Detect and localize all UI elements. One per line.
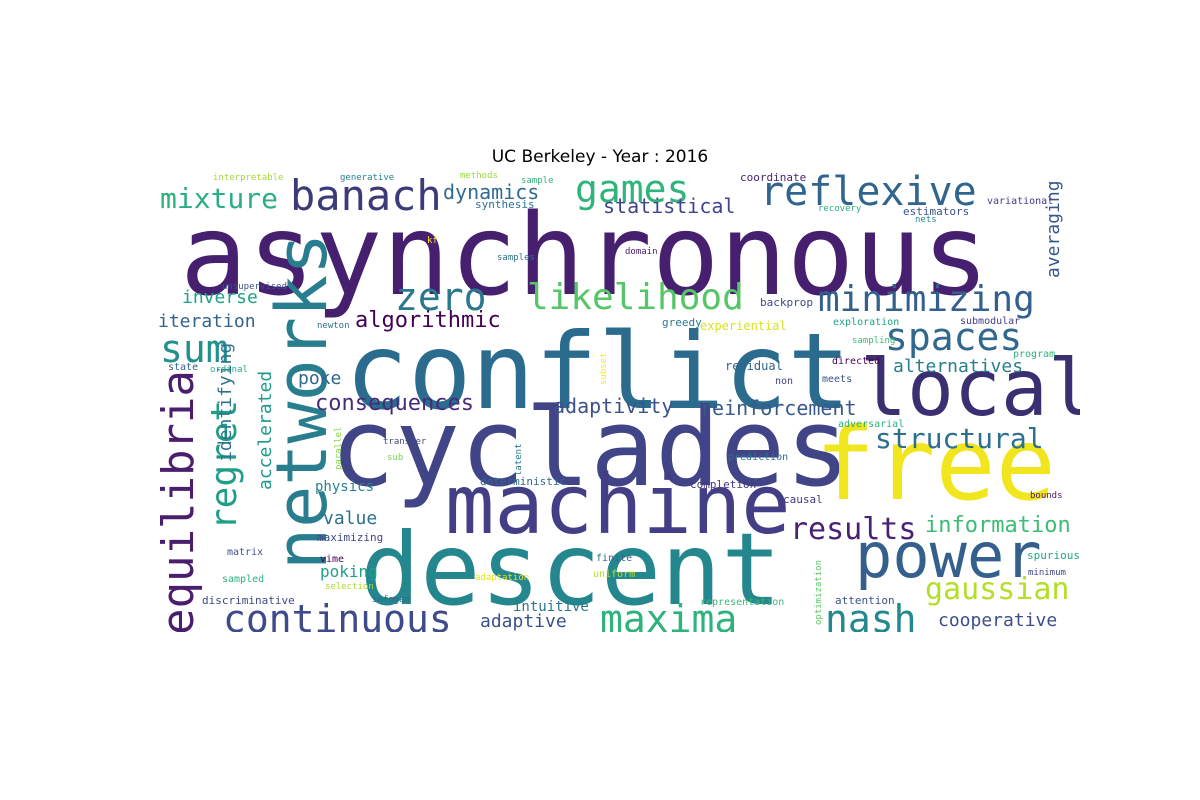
cloud-word: coordinate (740, 171, 807, 184)
cloud-word: continuous (223, 597, 452, 632)
cloud-word: alternatives (893, 356, 1024, 377)
cloud-word: statistical (603, 194, 736, 218)
cloud-word: attention (835, 594, 895, 607)
cloud-word: accelerated (255, 370, 276, 490)
cloud-word: adversarial (838, 419, 905, 430)
cloud-word: conflict (345, 311, 851, 433)
cloud-word: uniform (593, 569, 636, 580)
cloud-word: spaces (885, 315, 1023, 359)
cloud-word: exploration (833, 317, 900, 328)
cloud-word: residual (725, 359, 783, 373)
cloud-word: likelihood (527, 277, 744, 318)
cloud-word: completion (690, 478, 757, 491)
cloud-word: identifying (215, 342, 236, 462)
cloud-word: transfer (383, 437, 427, 447)
cloud-word: poke (298, 368, 342, 389)
cloud-word: causal (783, 493, 823, 506)
cloud-word: results (790, 512, 917, 547)
cloud-word: bounds (1030, 491, 1063, 501)
cloud-word: poking (320, 562, 378, 581)
cloud-word: sample (521, 176, 554, 186)
cloud-word: unsupervised (222, 282, 288, 292)
cloud-word: ordinal (210, 365, 248, 375)
cloud-word: synthesis (475, 198, 535, 211)
cloud-word: sampling (852, 336, 896, 346)
cloud-word: asynchronous (180, 191, 990, 321)
cloud-word: maximizing (317, 531, 384, 544)
cloud-word: minimizing (818, 279, 1035, 320)
cloud-word: discriminative (202, 594, 295, 607)
cloud-word: machine (445, 458, 791, 553)
cloud-word: generative (340, 173, 395, 183)
cloud-word: banach (290, 171, 442, 220)
cloud-word: parallel (334, 426, 344, 470)
cloud-word: local (860, 344, 1080, 434)
cloud-word: zero (395, 275, 487, 319)
cloud-word: backprop (760, 296, 813, 309)
cloud-word: methods (460, 171, 498, 181)
cloud-word: newton (317, 321, 350, 331)
cloud-word: consequences (315, 391, 474, 416)
cloud-word: algorithmic (355, 308, 501, 333)
cloud-word: physics (315, 479, 375, 495)
cloud-word: recovery (818, 204, 862, 214)
cloud-word: optimization (814, 559, 824, 625)
cloud-word: gaussian (925, 572, 1070, 607)
cloud-word: equilibria (155, 370, 204, 632)
cloud-word: prediction (728, 452, 789, 463)
cloud-word: mixture (160, 182, 279, 215)
cloud-word: latent (514, 443, 524, 476)
cloud-word: deterministic (480, 475, 567, 488)
cloud-word: variational (987, 196, 1054, 207)
cloud-word: sum (160, 327, 229, 371)
cloud-word: minimum (1028, 568, 1066, 578)
cloud-word: submodular (960, 316, 1021, 327)
cloud-word: infogan (372, 595, 410, 605)
cloud-word: greedy (662, 316, 702, 329)
cloud-word: non (775, 376, 794, 387)
cloud-word: adaptation (475, 573, 530, 583)
cloud-word: descent (360, 511, 782, 628)
cloud-word: games (575, 170, 690, 211)
cloud-word: adaptivity (553, 394, 674, 418)
cloud-word: program (1013, 349, 1056, 360)
figure-title: UC Berkeley - Year : 2016 (491, 147, 709, 167)
cloud-word: experiential (700, 319, 787, 333)
cloud-word: kf (427, 236, 438, 246)
cloud-word: finite (596, 553, 633, 564)
cloud-word: samples (497, 253, 535, 263)
cloud-word: information (925, 513, 1071, 538)
cloud-word: domain (625, 247, 658, 257)
cloud-word: representation (700, 597, 785, 608)
cloud-word: sampled (222, 574, 265, 585)
cloud-word: interpretable (213, 173, 284, 183)
cloud-word: sub (387, 453, 404, 463)
cloud-word: estimators (903, 205, 970, 218)
cloud-word: maxima (600, 597, 738, 632)
cloud-word: adaptive (480, 611, 567, 632)
cloud-word: reinforcement (700, 396, 857, 420)
cloud-word: cyclades (330, 386, 851, 511)
cloud-word: selection (325, 582, 374, 592)
cloud-word: dynamics (443, 180, 540, 204)
cloud-word: matrix (227, 547, 264, 558)
cloud-word: free (815, 406, 1056, 523)
cloud-word: value (323, 508, 378, 529)
cloud-word: intuitive (513, 599, 589, 615)
cloud-word: inverse (182, 287, 258, 308)
cloud-word: spurious (1027, 549, 1080, 562)
cloud-word: nets (915, 215, 937, 225)
cloud-word: cooperative (938, 610, 1058, 631)
cloud-word: directed (832, 356, 881, 367)
cloud-word: power (855, 519, 1042, 592)
word-cloud: asynchronous conflict cyclades free descent m… (155, 170, 1080, 632)
cloud-word: vime (320, 554, 345, 565)
cloud-word: reflexive (760, 170, 977, 215)
cloud-word: meets (822, 374, 853, 385)
cloud-word: iteration (158, 311, 256, 332)
cloud-word: structural (875, 422, 1044, 455)
cloud-word: nash (825, 597, 917, 632)
cloud-word: subset (599, 352, 609, 385)
cloud-word: state (168, 362, 199, 373)
